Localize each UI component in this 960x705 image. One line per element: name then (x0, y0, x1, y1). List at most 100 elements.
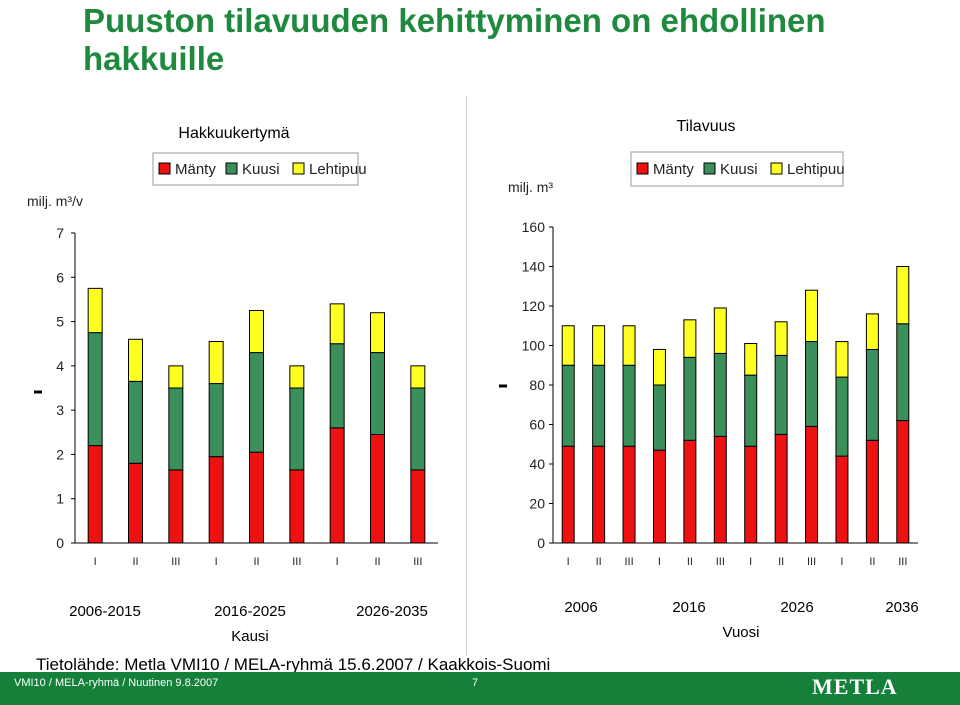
y-tick-label: 80 (529, 377, 545, 393)
bar-segment (683, 319, 697, 358)
bar-segment (713, 352, 727, 437)
bar-segment (713, 435, 727, 544)
legend-swatch (636, 162, 649, 175)
bar-segment (329, 303, 345, 345)
y-tick-label: 40 (529, 456, 545, 472)
legend-swatch (225, 162, 238, 175)
legend-box (152, 152, 359, 186)
bar-segment (370, 312, 385, 354)
bar-segment (744, 445, 758, 544)
bar-segment (774, 433, 788, 544)
bar-segment (805, 289, 819, 343)
x-tick-label: I (840, 556, 843, 568)
bar-segment (370, 352, 385, 436)
bar-segment (168, 469, 184, 544)
x-tick-label: III (624, 556, 633, 568)
legend-label: Mänty (175, 161, 216, 178)
legend-label: Kuusi (720, 161, 758, 178)
y-tick-label: 140 (522, 259, 546, 275)
bar-segment (774, 321, 788, 356)
y-tick-label: 100 (522, 338, 546, 354)
y-axis-title: milj. m³ (508, 179, 553, 195)
bar-segment (896, 323, 910, 422)
bar-segment (249, 310, 264, 354)
y-tick-label: 160 (522, 219, 546, 235)
bar-segment (289, 365, 305, 389)
y-tick-label: 0 (56, 535, 64, 551)
bar-segment (835, 455, 849, 544)
x-tick-label: III (898, 556, 907, 568)
y-tick-label: 7 (56, 225, 64, 241)
bar-segment (592, 325, 606, 366)
bar-segment (168, 387, 184, 471)
bar-segment (744, 374, 758, 447)
bar-segment (805, 425, 819, 544)
bar-segment (561, 445, 575, 544)
group-label: 2016 (672, 599, 705, 616)
legend-swatch (158, 162, 171, 175)
y-tick-label: 0 (537, 535, 545, 551)
x-tick-label: II (778, 556, 784, 568)
y-tick-label: 2 (56, 446, 64, 462)
group-label: 2006-2015 (69, 603, 141, 620)
x-tick-label: I (749, 556, 752, 568)
y-tick-label: 120 (522, 298, 546, 314)
bar-segment (622, 445, 636, 544)
bar-segment (410, 387, 426, 471)
x-tick-label: II (869, 556, 875, 568)
y-tick-label: 1 (56, 491, 64, 507)
legend-swatch (292, 162, 305, 175)
x-tick-label: III (413, 556, 422, 568)
bar-segment (683, 356, 697, 441)
bar-segment (128, 338, 143, 382)
x-tick-label: I (567, 556, 570, 568)
bar-segment (208, 341, 224, 385)
page-title: Puuston tilavuuden kehittyminen on ehdol… (83, 2, 826, 77)
bar-segment (289, 387, 305, 471)
bar-segment (128, 462, 143, 544)
bar-segment (896, 420, 910, 544)
bar-segment (87, 445, 103, 544)
bar-segment (652, 449, 666, 544)
bar-segment (835, 376, 849, 457)
legend-label: Mänty (653, 161, 694, 178)
bar-segment (208, 383, 224, 458)
divider (466, 96, 467, 656)
bar-segment (289, 469, 305, 544)
footer-bar (0, 672, 960, 705)
x-tick-label: II (687, 556, 693, 568)
x-tick-label: I (94, 556, 97, 568)
bar-segment (865, 439, 879, 544)
bar-segment (561, 325, 575, 366)
charts-svg: 0 1 2 3 4 5 6 7 milj. m³/v Hakkuukertymä Mänty Kuus… (27, 118, 919, 645)
footer-text: VMI10 / MELA-ryhmä / Nuutinen 9.8.2007 (14, 677, 219, 689)
bar-segment (329, 427, 345, 544)
bar-segment (329, 343, 345, 429)
x-axis-title: Vuosi (723, 624, 760, 641)
legend-swatch (703, 162, 716, 175)
group-label: 2026 (780, 599, 813, 616)
x-tick-label: II (596, 556, 602, 568)
chart-title: Hakkuukertymä (178, 125, 289, 142)
bar-segment (208, 456, 224, 544)
legend-swatch (770, 162, 783, 175)
y-tick-label: 4 (56, 358, 64, 374)
bar-segment (713, 307, 727, 354)
bar-segment (410, 469, 426, 544)
bar-segment (835, 341, 849, 378)
bar-segment (249, 451, 264, 544)
x-tick-label: III (807, 556, 816, 568)
bar-segment (652, 348, 666, 386)
x-tick-label: II (374, 556, 380, 568)
bar-segment (774, 354, 788, 435)
x-tick-label: III (171, 556, 180, 568)
bar-segment (87, 332, 103, 447)
group-label: 2026-2035 (356, 603, 428, 620)
bar-segment (128, 380, 143, 464)
group-label: 2016-2025 (214, 603, 286, 620)
y-tick-label: 5 (56, 314, 64, 330)
y-tick-label: 60 (529, 417, 545, 433)
metla-logo: METLA (812, 674, 898, 699)
source-note: Tietolähde: Metla VMI10 / MELA-ryhmä 15.… (36, 655, 551, 674)
legend-label: Lehtipuu (787, 161, 845, 178)
